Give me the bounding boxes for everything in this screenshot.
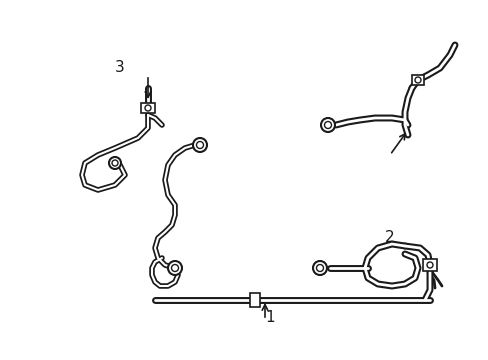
Bar xyxy=(249,293,260,307)
Circle shape xyxy=(145,105,151,111)
Text: 1: 1 xyxy=(264,310,274,325)
Text: 2: 2 xyxy=(385,230,394,246)
Circle shape xyxy=(312,261,326,275)
Circle shape xyxy=(414,77,420,83)
Circle shape xyxy=(320,118,334,132)
Bar xyxy=(411,75,423,85)
Bar xyxy=(141,103,155,113)
Bar xyxy=(422,259,436,271)
Circle shape xyxy=(109,157,121,169)
Text: 3: 3 xyxy=(115,60,124,76)
Circle shape xyxy=(168,261,182,275)
Circle shape xyxy=(426,262,432,268)
Circle shape xyxy=(193,138,206,152)
